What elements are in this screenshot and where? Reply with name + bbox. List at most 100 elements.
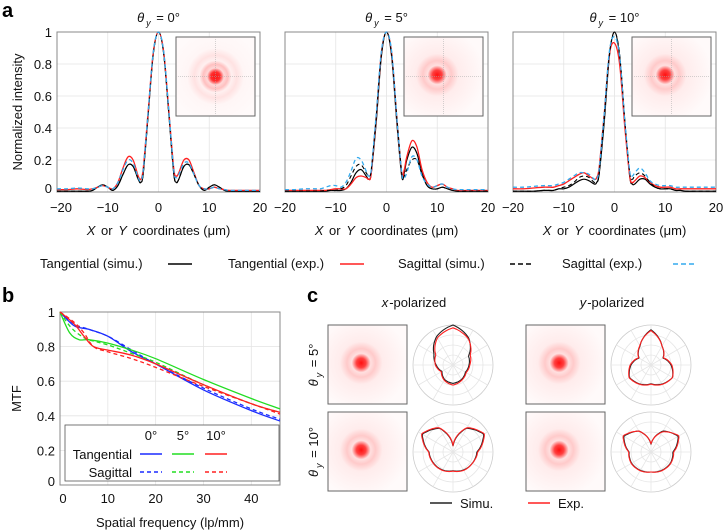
- title-subscript: y: [598, 18, 604, 28]
- y-tick-label: 0.6: [34, 89, 52, 104]
- panel-a-legend: Tangential (simu.) Tangential (exp.) Sagit…: [40, 256, 697, 271]
- column-title-prefix: x: [381, 295, 389, 310]
- title-theta: θ: [365, 10, 372, 25]
- profile-subplot: −20 −10 0 10 20 0 0.2 0.4 0.6 0.8 1 θ y = 0° X or Y c…: [34, 10, 267, 238]
- legend-row-label: Sagittal: [89, 465, 132, 480]
- y-tick-label: 0.2: [37, 443, 55, 458]
- column-title-suffix: -polarized: [389, 295, 446, 310]
- mtf-line-0: [59, 311, 281, 422]
- column-title-suffix: -polarized: [587, 295, 644, 310]
- y-tick-label: 0.8: [37, 340, 55, 355]
- panel-label-b: b: [2, 285, 14, 307]
- y-tick-label: 0.4: [37, 409, 55, 424]
- series-line-1: [512, 42, 716, 190]
- x-tick-label: 10: [658, 200, 672, 215]
- row-title: θy = 10°: [306, 427, 324, 477]
- x-tick-label: 0: [59, 491, 66, 506]
- x-label-part: or: [97, 223, 116, 238]
- x-tick-label: −20: [50, 200, 72, 215]
- polar-plot: [610, 411, 692, 493]
- x-label-part: coordinates (μm): [585, 223, 686, 238]
- polar-exp-curve: [628, 329, 674, 386]
- legend-header: 5°: [177, 428, 189, 443]
- x-axis-label: Spatial frequency (lp/mm): [96, 515, 244, 530]
- psf-image: [327, 411, 408, 492]
- polar-simu-curve: [432, 324, 471, 384]
- polar-plot: [610, 324, 692, 406]
- psf-inset-image: [631, 36, 712, 117]
- legend-label: Exp.: [558, 496, 584, 511]
- title-value: = 5°: [381, 10, 408, 25]
- x-tick-label: −10: [97, 200, 119, 215]
- x-tick-label: 0: [383, 200, 390, 215]
- x-tick-label: 20: [481, 200, 495, 215]
- x-tick-label: −20: [502, 200, 524, 215]
- psf-image: [327, 324, 408, 405]
- title-subscript: y: [145, 18, 151, 28]
- y-tick-label: 0.8: [34, 57, 52, 72]
- y-tick-label: 0: [48, 474, 55, 489]
- series-line-3: [512, 36, 716, 188]
- x-tick-label: 20: [253, 200, 267, 215]
- legend-header: 10°: [206, 428, 226, 443]
- row-title-value: = 5°: [306, 344, 321, 371]
- y-tick-label: 0.2: [34, 153, 52, 168]
- mtf-legend: 0° 5° 10° Tangential Sagittal: [64, 424, 280, 482]
- x-label-part: or: [325, 223, 344, 238]
- x-label-part: coordinates (μm): [357, 223, 458, 238]
- mtf-line-1: [59, 311, 281, 420]
- x-label-part: or: [553, 223, 572, 238]
- series-line-2: [285, 31, 488, 192]
- legend-label: Tangential (exp.): [228, 256, 324, 271]
- x-tick-label: 30: [196, 491, 210, 506]
- x-tick-label: 10: [202, 200, 216, 215]
- polar-exp-curve: [434, 327, 472, 386]
- x-tick-label: 10: [101, 491, 115, 506]
- y-axis-label: MTF: [9, 385, 24, 412]
- row-title-subscript: y: [314, 372, 324, 378]
- column-title: x-polarized: [381, 295, 447, 310]
- profile-subplot: −20 −10 0 10 20 θ y = 10° X or Y coordinates (μ…: [502, 10, 723, 238]
- series-line-3: [56, 31, 260, 192]
- polar-exp-curve: [622, 430, 680, 473]
- psf-inset-image: [403, 36, 484, 117]
- polar-grid-spoke: [432, 330, 474, 400]
- x-tick-label: 40: [244, 491, 258, 506]
- title-theta: θ: [137, 10, 144, 25]
- x-label-part: Y: [346, 223, 356, 238]
- panel-b-mtf: 0 10 20 30 40 0 0.2 0.4 0.6 0.8 1 Spatial frequency…: [9, 305, 281, 530]
- psf-image: [525, 411, 606, 492]
- row-title-value: = 10°: [306, 427, 321, 461]
- polar-exp-curve: [421, 427, 485, 473]
- x-label-part: X: [314, 223, 325, 238]
- polar-grid-spoke: [630, 417, 672, 487]
- panel-label-a: a: [2, 0, 14, 22]
- legend-label: Sagittal (exp.): [562, 256, 642, 271]
- x-tick-label: 20: [148, 491, 162, 506]
- x-label-part: X: [86, 223, 97, 238]
- series-line-2: [513, 31, 716, 192]
- panel-a-ylabel: Normalized intensity: [10, 53, 25, 171]
- y-tick-label: 1: [45, 25, 52, 40]
- x-tick-label: 10: [430, 200, 444, 215]
- profile-subplot: −20 −10 0 10 20 θ y = 5° X or Y coordinates (μm…: [274, 10, 495, 238]
- series-line-3: [284, 31, 488, 191]
- legend-header: 0°: [145, 428, 157, 443]
- legend-label: Sagittal (simu.): [398, 256, 485, 271]
- x-tick-label: 0: [155, 200, 162, 215]
- mtf-line-2: [59, 311, 281, 410]
- x-tick-label: −10: [325, 200, 347, 215]
- x-label-part: Y: [574, 223, 584, 238]
- row-title-subscript: y: [314, 463, 324, 469]
- column-title: y-polarized: [579, 295, 645, 310]
- title-value: = 0°: [153, 10, 180, 25]
- x-tick-label: 0: [611, 200, 618, 215]
- y-tick-label: 1: [48, 305, 55, 320]
- x-axis-label: X or Y coordinates (μm): [542, 223, 687, 238]
- row-title-theta: θ: [306, 379, 321, 386]
- title-subscript: y: [373, 18, 379, 28]
